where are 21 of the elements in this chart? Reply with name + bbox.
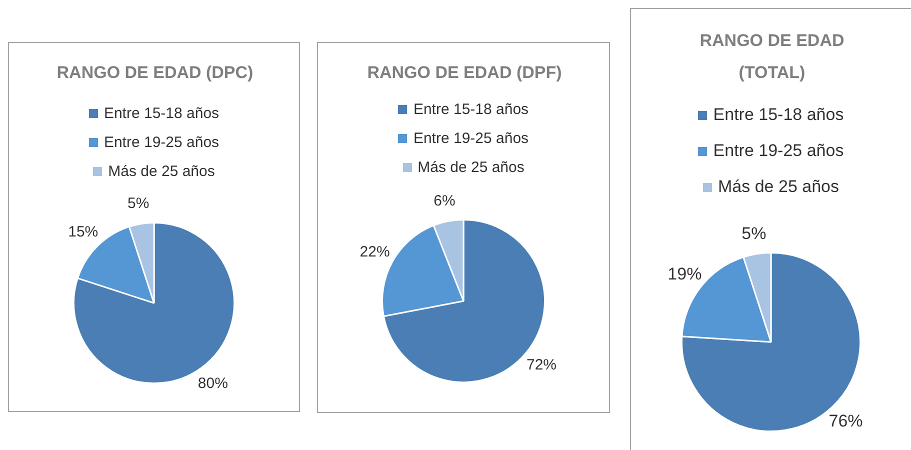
chart-title: RANGO DE EDAD (DPF) bbox=[366, 62, 563, 84]
legend-label: Entre 15-18 años bbox=[102, 104, 220, 124]
data-label: 76% bbox=[828, 411, 863, 430]
data-label: 22% bbox=[360, 243, 390, 260]
legend-label: Entre 19-25 años bbox=[712, 140, 845, 162]
legend-label: Entre 19-25 años bbox=[102, 133, 220, 153]
data-label: 6% bbox=[434, 192, 456, 210]
chart-title: RANGO DE EDAD (DPC) bbox=[56, 62, 254, 84]
data-label: 72% bbox=[526, 356, 557, 374]
chart-title: RANGO DE EDAD (TOTAL) bbox=[698, 30, 846, 84]
data-label: 5% bbox=[742, 224, 766, 243]
data-label: 15% bbox=[68, 223, 98, 240]
legend-label: Entre 15-18 años bbox=[412, 100, 530, 120]
legend-label: Entre 19-25 años bbox=[412, 129, 530, 149]
data-label: 80% bbox=[198, 375, 228, 392]
legend-label: Más de 25 años bbox=[107, 162, 216, 182]
legend-label: Más de 25 años bbox=[416, 158, 526, 178]
data-label: 19% bbox=[668, 264, 702, 284]
legend-label: Más de 25 años bbox=[717, 176, 840, 198]
data-label: 5% bbox=[127, 195, 150, 212]
legend-label: Entre 15-18 años bbox=[712, 104, 845, 126]
